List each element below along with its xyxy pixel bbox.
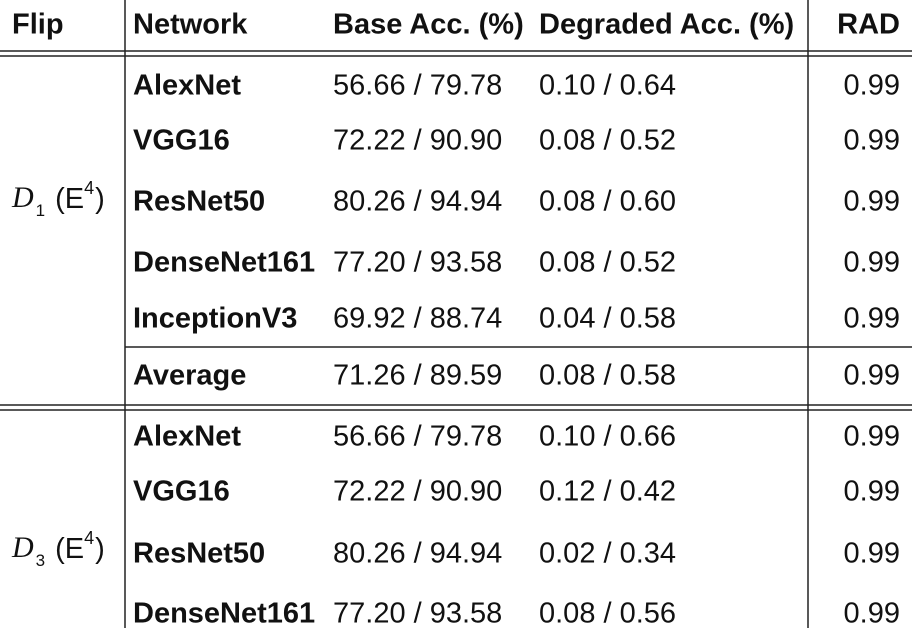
degraded-accuracy: 0.10 / 0.64 bbox=[539, 70, 676, 102]
network-name: DenseNet161 bbox=[133, 247, 315, 279]
rad-value: 0.99 bbox=[844, 360, 900, 392]
rad-value: 0.99 bbox=[844, 125, 900, 157]
group-label: D 3 (E4) bbox=[11, 528, 105, 571]
header-cell: Base Acc. (%) bbox=[333, 9, 524, 41]
group-label: D 1 (E4) bbox=[11, 178, 105, 221]
degraded-accuracy: 0.02 / 0.34 bbox=[539, 538, 676, 570]
label-suffix: (E bbox=[55, 183, 84, 215]
label-suffix-close: ) bbox=[95, 183, 105, 215]
degraded-accuracy: 0.08 / 0.56 bbox=[539, 598, 676, 628]
rad-value: 0.99 bbox=[844, 538, 900, 570]
base-accuracy: 77.20 / 93.58 bbox=[333, 598, 502, 628]
base-accuracy: 56.66 / 79.78 bbox=[333, 421, 502, 453]
network-name: DenseNet161 bbox=[133, 598, 315, 628]
label-suffix: (E bbox=[55, 533, 84, 565]
rad-value: 0.99 bbox=[844, 303, 900, 335]
base-accuracy: 69.92 / 88.74 bbox=[333, 303, 502, 335]
base-accuracy: 72.22 / 90.90 bbox=[333, 125, 502, 157]
base-accuracy: 80.26 / 94.94 bbox=[333, 538, 502, 570]
network-name: ResNet50 bbox=[133, 186, 265, 218]
header-cell: RAD bbox=[837, 9, 900, 41]
network-name: InceptionV3 bbox=[133, 303, 297, 335]
rad-value: 0.99 bbox=[844, 247, 900, 279]
network-name: AlexNet bbox=[133, 70, 241, 102]
label-index: 3 bbox=[36, 551, 45, 570]
rad-value: 0.99 bbox=[844, 421, 900, 453]
label-symbol: D bbox=[11, 181, 34, 214]
header-cell: Flip bbox=[12, 9, 64, 41]
network-name: VGG16 bbox=[133, 476, 230, 508]
network-name: Average bbox=[133, 360, 246, 392]
label-index: 1 bbox=[36, 201, 45, 220]
degraded-accuracy: 0.10 / 0.66 bbox=[539, 421, 676, 453]
label-symbol: D bbox=[11, 531, 34, 564]
degraded-accuracy: 0.08 / 0.52 bbox=[539, 247, 676, 279]
degraded-accuracy: 0.08 / 0.58 bbox=[539, 360, 676, 392]
label-power: 4 bbox=[84, 528, 94, 548]
rad-value: 0.99 bbox=[844, 598, 900, 628]
base-accuracy: 80.26 / 94.94 bbox=[333, 186, 502, 218]
label-suffix-close: ) bbox=[95, 533, 105, 565]
network-name: AlexNet bbox=[133, 421, 241, 453]
degraded-accuracy: 0.08 / 0.52 bbox=[539, 125, 676, 157]
header-cell: Network bbox=[133, 9, 248, 41]
base-accuracy: 72.22 / 90.90 bbox=[333, 476, 502, 508]
base-accuracy: 71.26 / 89.59 bbox=[333, 360, 502, 392]
rad-value: 0.99 bbox=[844, 186, 900, 218]
label-power: 4 bbox=[84, 178, 94, 198]
degraded-accuracy: 0.04 / 0.58 bbox=[539, 303, 676, 335]
network-name: ResNet50 bbox=[133, 538, 265, 570]
network-name: VGG16 bbox=[133, 125, 230, 157]
base-accuracy: 77.20 / 93.58 bbox=[333, 247, 502, 279]
header-cell: Degraded Acc. (%) bbox=[539, 9, 794, 41]
degraded-accuracy: 0.12 / 0.42 bbox=[539, 476, 676, 508]
rad-value: 0.99 bbox=[844, 70, 900, 102]
base-accuracy: 56.66 / 79.78 bbox=[333, 70, 502, 102]
degraded-accuracy: 0.08 / 0.60 bbox=[539, 186, 676, 218]
rad-value: 0.99 bbox=[844, 476, 900, 508]
